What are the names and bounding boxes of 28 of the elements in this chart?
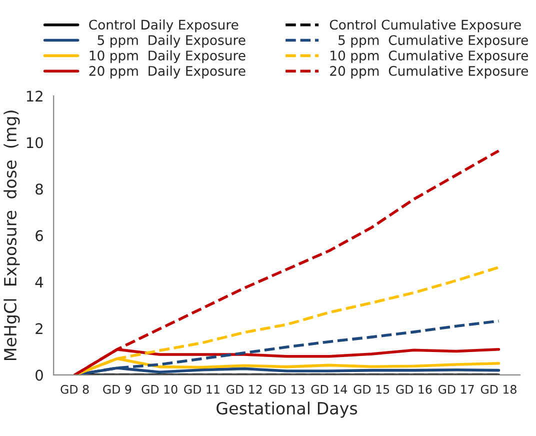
legend-label: 20 ppm Daily Exposure xyxy=(89,66,246,78)
x-tick-label: GD 17 xyxy=(438,384,474,394)
y-tick-label: 4 xyxy=(35,276,44,288)
x-tick-label: GD 11 xyxy=(184,384,220,394)
x-tick-label: GD 16 xyxy=(396,384,432,394)
x-tick-label: GD 9 xyxy=(103,384,132,394)
legend-label: Control Daily Exposure xyxy=(89,19,238,32)
legend-label: 5 ppm Daily Exposure xyxy=(98,34,246,48)
y-axis-title: MeHgCl Exposure dose (mg) xyxy=(4,110,20,360)
legend-label: 5 ppm Cumulative Exposure xyxy=(338,34,528,48)
y-tick-label: 2 xyxy=(36,323,42,334)
y-tick-label: 8 xyxy=(36,184,43,195)
y-tick-label: 0 xyxy=(36,370,43,381)
legend-label: Control Cumulative Exposure xyxy=(330,19,521,32)
x-tick-label: GD 13 xyxy=(268,384,304,394)
y-tick-label: 10 xyxy=(26,137,43,148)
x-tick-label: GD 8 xyxy=(60,384,89,394)
x-tick-label: GD 14 xyxy=(311,384,347,394)
x-tick-label: GD 10 xyxy=(142,384,178,394)
x-tick-label: GD 12 xyxy=(226,384,262,394)
legend-label: 10 ppm Cumulative Exposure xyxy=(330,50,528,64)
legend-label: 20 ppm Cumulative Exposure xyxy=(330,66,528,78)
y-tick-label: 6 xyxy=(36,230,43,242)
legend-label: 10 ppm Daily Exposure xyxy=(90,50,246,64)
x-tick-label: GD 15 xyxy=(354,384,390,394)
y-tick-label: 12 xyxy=(26,90,42,102)
x-tick-label: GD 18 xyxy=(480,384,516,394)
x-axis-title: Gestational Days xyxy=(216,402,358,418)
